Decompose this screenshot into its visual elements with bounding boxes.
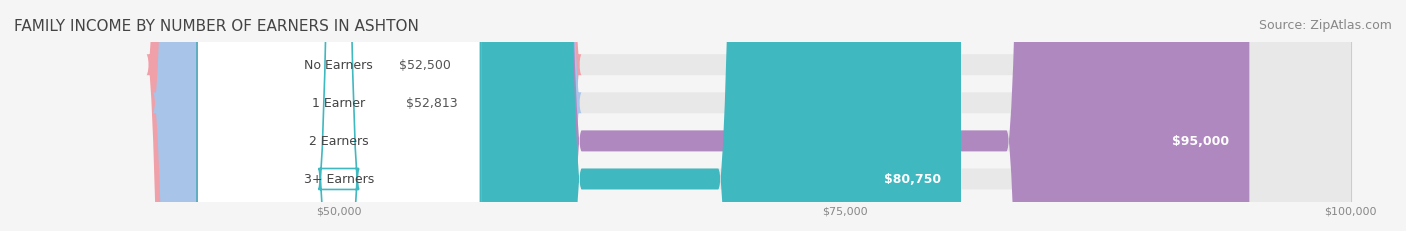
Text: 3+ Earners: 3+ Earners — [304, 173, 374, 186]
Text: FAMILY INCOME BY NUMBER OF EARNERS IN ASHTON: FAMILY INCOME BY NUMBER OF EARNERS IN AS… — [14, 18, 419, 33]
FancyBboxPatch shape — [197, 0, 481, 231]
FancyBboxPatch shape — [197, 0, 481, 231]
FancyBboxPatch shape — [197, 0, 481, 231]
FancyBboxPatch shape — [146, 0, 582, 231]
Text: 1 Earner: 1 Earner — [312, 97, 366, 110]
FancyBboxPatch shape — [339, 0, 1250, 231]
FancyBboxPatch shape — [339, 0, 1351, 231]
FancyBboxPatch shape — [339, 0, 960, 231]
FancyBboxPatch shape — [153, 0, 582, 231]
FancyBboxPatch shape — [197, 0, 481, 231]
FancyBboxPatch shape — [339, 0, 1351, 231]
Text: $95,000: $95,000 — [1173, 135, 1229, 148]
FancyBboxPatch shape — [339, 0, 1351, 231]
Text: No Earners: No Earners — [304, 59, 373, 72]
Text: $52,500: $52,500 — [399, 59, 451, 72]
Text: Source: ZipAtlas.com: Source: ZipAtlas.com — [1258, 18, 1392, 31]
Text: $52,813: $52,813 — [406, 97, 457, 110]
Text: $80,750: $80,750 — [883, 173, 941, 186]
Text: 2 Earners: 2 Earners — [309, 135, 368, 148]
FancyBboxPatch shape — [339, 0, 1351, 231]
